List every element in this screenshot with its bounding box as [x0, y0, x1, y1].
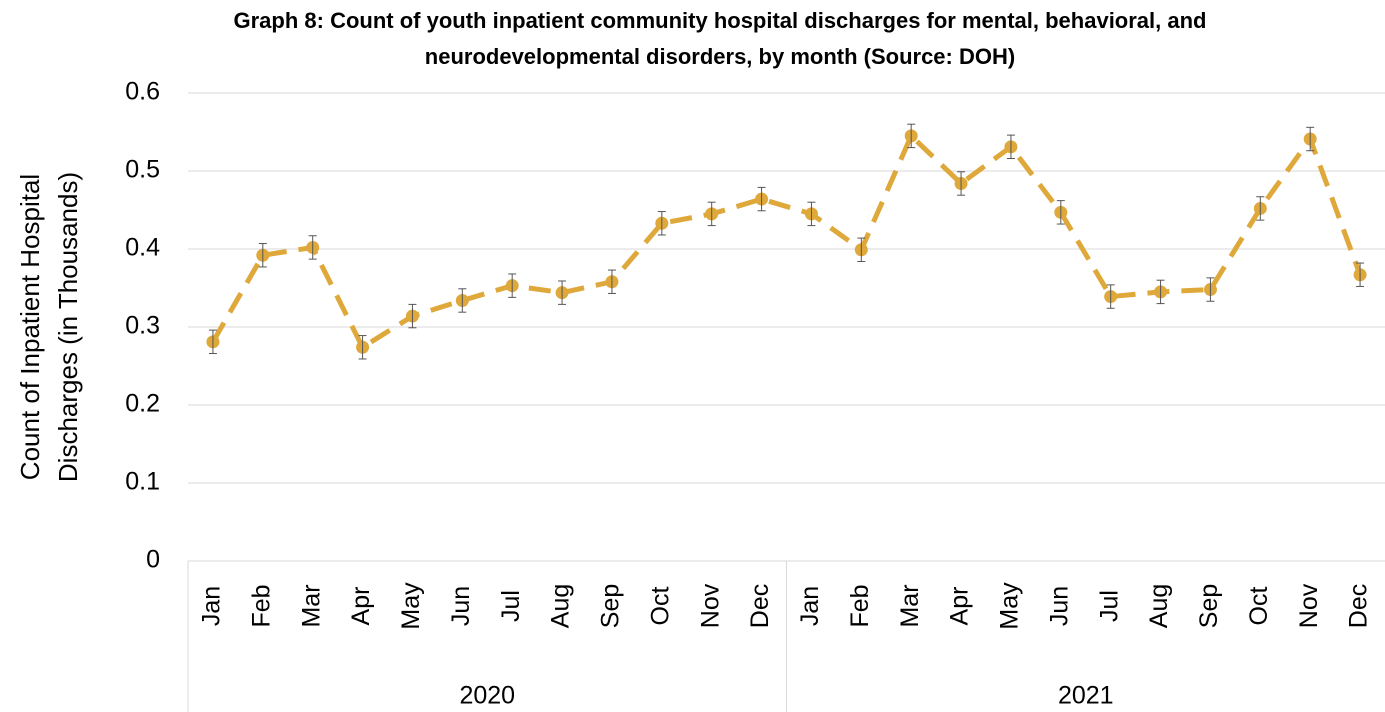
x-tick-label: Feb: [846, 584, 874, 627]
chart-title: Graph 8: Count of youth inpatient commun…: [234, 8, 1207, 33]
y-tick-label: 0.1: [125, 468, 160, 496]
x-tick-label: Jul: [1095, 590, 1123, 622]
x-tick-label: Sep: [597, 584, 625, 628]
y-tick-label: 0: [146, 546, 160, 574]
x-tick-label: Feb: [247, 584, 275, 627]
y-tick-label: 0.2: [125, 390, 160, 418]
chart-title: neurodevelopmental disorders, by month (…: [425, 44, 1015, 69]
x-tick-label: Jun: [447, 586, 475, 626]
y-axis-title-line: Discharges (in Thousands): [53, 172, 83, 482]
y-tick-label: 0.3: [125, 312, 160, 340]
y-tick-label: 0.5: [125, 156, 160, 184]
x-tick-label: Mar: [896, 584, 924, 627]
x-tick-label: Mar: [297, 584, 325, 627]
x-tick-label: Aug: [1145, 584, 1173, 628]
x-tick-label: May: [996, 582, 1024, 630]
x-tick-label: Dec: [746, 584, 774, 628]
y-tick-label: 0.6: [125, 78, 160, 106]
x-tick-label: Apr: [347, 587, 375, 626]
x-group-label: 2020: [459, 682, 515, 710]
x-tick-label: Aug: [547, 584, 575, 628]
x-tick-label: Jun: [1045, 586, 1073, 626]
y-axis-title: Count of Inpatient Hospital Discharges (…: [15, 172, 83, 482]
x-group-label: 2021: [1058, 682, 1114, 710]
x-tick-label: Apr: [946, 587, 974, 626]
x-tick-label: May: [397, 582, 425, 630]
x-tick-label: Sep: [1195, 584, 1223, 628]
x-tick-label: Dec: [1345, 584, 1373, 628]
x-tick-label: Jan: [198, 586, 226, 626]
x-tick-label: Oct: [646, 587, 674, 626]
data-line: [210, 131, 1363, 351]
x-tick-label: Jul: [497, 590, 525, 622]
x-tick-label: Nov: [696, 583, 724, 628]
y-tick-label: 0.4: [125, 234, 160, 262]
x-tick-label: Nov: [1295, 583, 1323, 628]
y-axis-title-line: Count of Inpatient Hospital: [15, 174, 45, 480]
x-tick-label: Jan: [796, 586, 824, 626]
x-tick-label: Oct: [1245, 587, 1273, 626]
